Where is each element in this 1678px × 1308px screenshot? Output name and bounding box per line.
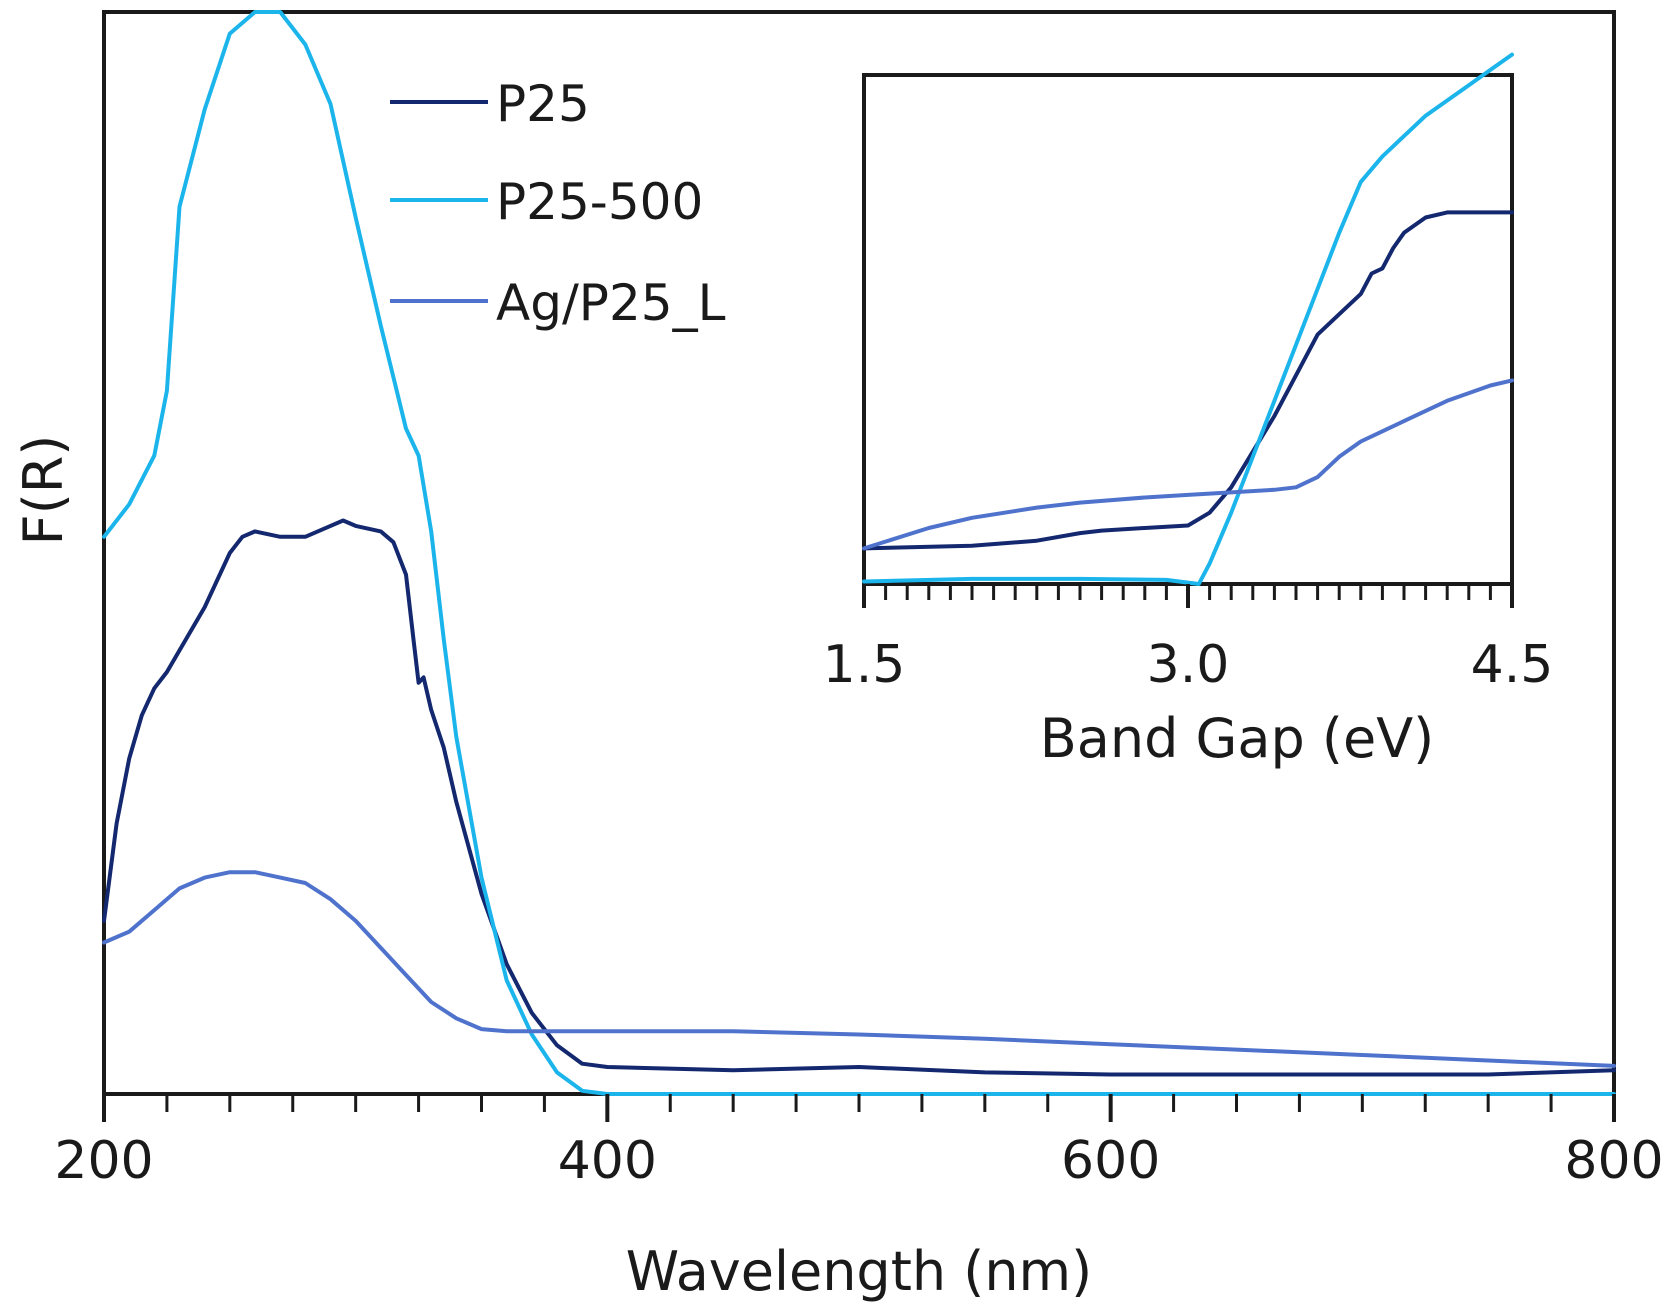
inset-ticks-group: 1.5 3.0 4.5	[823, 584, 1554, 695]
inset-series-group	[862, 52, 1514, 586]
legend-label-p25: P25	[496, 75, 590, 133]
inset-x-tick-label: 4.5	[1471, 635, 1554, 695]
legend-label-ag-p25-l: Ag/P25_L	[496, 274, 726, 332]
legend: P25 P25-500 Ag/P25_L	[390, 75, 726, 332]
main-series-line-ag-p25-l	[102, 870, 1616, 1068]
inset-x-tick-label: 1.5	[823, 635, 906, 695]
inset-series-line-p25-500	[862, 52, 1514, 586]
inset-plot-frame	[862, 73, 1514, 586]
main-series-line-p25-500	[102, 10, 1616, 1096]
inset-x-axis-label: Band Gap (eV)	[1040, 707, 1434, 770]
main-ticks-group: 200 400 600 800	[54, 1094, 1664, 1191]
inset-series-line-ag-p25-l	[862, 378, 1514, 551]
main-x-tick-label: 400	[558, 1131, 657, 1191]
inset-series-line-p25	[862, 210, 1514, 551]
inset-x-tick-label: 3.0	[1147, 635, 1230, 695]
main-series-group	[102, 10, 1616, 1096]
main-series-line-p25	[102, 518, 1616, 1077]
main-x-axis-label: Wavelength (nm)	[626, 1240, 1092, 1303]
main-x-tick-label: 600	[1061, 1131, 1160, 1191]
main-y-axis-label: F(R)	[12, 435, 75, 546]
legend-label-p25-500: P25-500	[496, 173, 703, 231]
main-x-tick-label: 200	[54, 1131, 153, 1191]
main-x-tick-label: 800	[1564, 1131, 1663, 1191]
